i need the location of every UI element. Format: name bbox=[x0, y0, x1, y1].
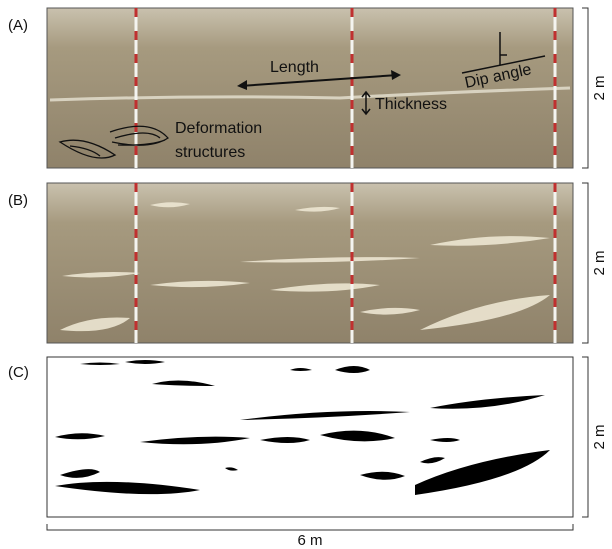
panel-label: (C) bbox=[8, 364, 29, 381]
scale-label: 2 m bbox=[591, 424, 608, 449]
scale-label: 6 m bbox=[297, 532, 322, 549]
panel-a: Length Thickness Dip angle Deformation s… bbox=[47, 8, 573, 168]
deformation-label: structures bbox=[175, 144, 245, 161]
thickness-label: Thickness bbox=[375, 96, 447, 113]
scale-bar bbox=[582, 8, 588, 517]
panel-label: (A) bbox=[8, 17, 28, 34]
scale-label: 2 m bbox=[591, 250, 608, 275]
scale-label: 2 m bbox=[591, 75, 608, 100]
panel-label: (B) bbox=[8, 192, 28, 209]
scale-bar bbox=[47, 524, 573, 530]
figure: Length Thickness Dip angle Deformation s… bbox=[0, 0, 612, 549]
deformation-label: Deformation bbox=[175, 120, 262, 137]
length-label: Length bbox=[270, 59, 319, 76]
panel-c bbox=[47, 357, 573, 517]
panel-b bbox=[47, 183, 573, 343]
